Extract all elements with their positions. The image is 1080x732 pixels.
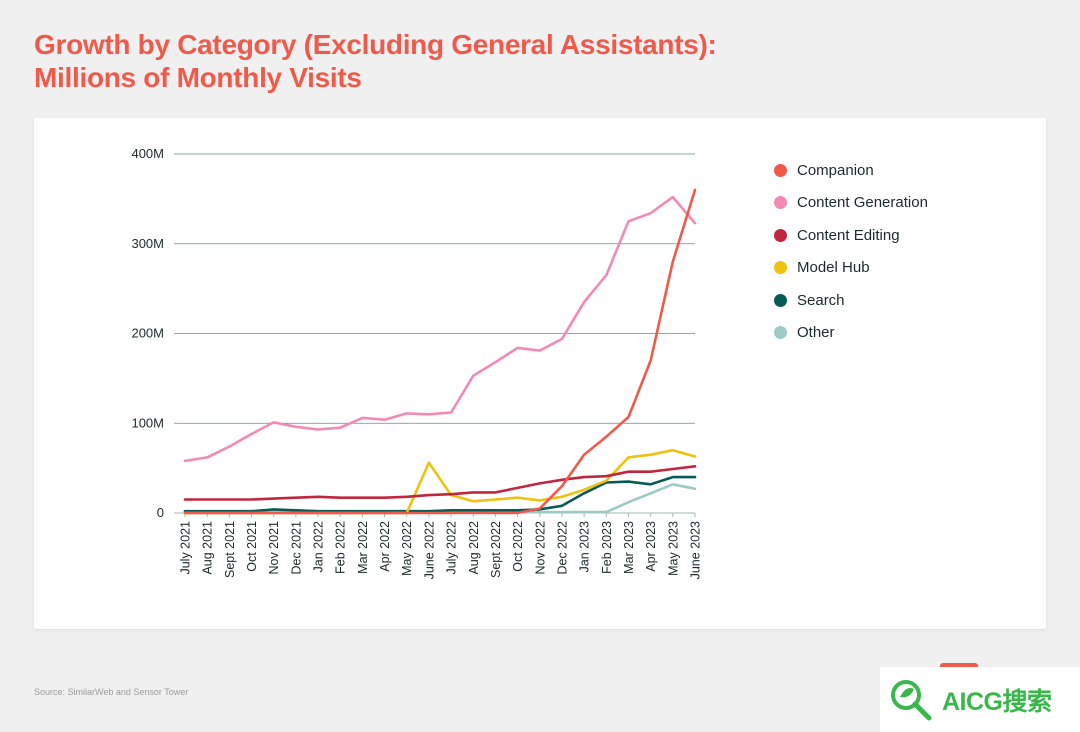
legend-swatch-model-hub	[774, 261, 787, 275]
chart-title: Growth by Category (Excluding General As…	[34, 28, 717, 94]
x-tick-label-feb-2023: Feb 2023	[600, 521, 614, 574]
x-tick-label-dec-2022: Dec 2022	[555, 521, 569, 575]
watermark-text: AICG搜索	[942, 687, 1052, 716]
legend-item-content-editing: Content Editing	[774, 219, 928, 252]
x-tick-label-aug-2021: Aug 2021	[201, 521, 215, 575]
x-tick-label-june-2022: June 2022	[422, 521, 436, 579]
legend-label-content-editing: Content Editing	[797, 226, 900, 244]
x-tick-label-dec-2021: Dec 2021	[289, 521, 303, 575]
y-tick-label-400m: 400M	[131, 146, 164, 161]
line-chart: 0 100M 200M 300M 400M July 2021 Aug 2021 Sept 2…	[131, 146, 703, 579]
legend-item-other: Other	[774, 317, 928, 350]
x-tick-label-jan-2023: Jan 2023	[578, 521, 592, 572]
x-tick-label-july-2021: July 2021	[179, 521, 193, 575]
source-note: Source: SimilarWeb and Sensor Tower	[34, 687, 189, 697]
x-tick-label-mar-2023: Mar 2023	[622, 521, 636, 574]
legend-item-model-hub: Model Hub	[774, 252, 928, 285]
x-tick-label-may-2022: May 2022	[400, 521, 414, 576]
magnifier-leaf-icon	[891, 679, 932, 720]
x-tick-label-july-2022: July 2022	[445, 521, 459, 575]
x-tick-label-oct-2022: Oct 2022	[511, 521, 525, 572]
x-tick-label-nov-2021: Nov 2021	[267, 521, 281, 575]
chart-legend: Companion Content Generation Content Editi…	[774, 154, 928, 349]
x-tick-label-sept-2022: Sept 2022	[489, 521, 503, 578]
series-line-content-generation	[183, 195, 697, 463]
chart-title-line-2: Millions of Monthly Visits	[34, 62, 362, 93]
x-tick-label-apr-2023: Apr 2023	[644, 521, 658, 572]
legend-item-companion: Companion	[774, 154, 928, 187]
x-tick-label-mar-2022: Mar 2022	[356, 521, 370, 574]
x-tick-label-may-2023: May 2023	[666, 521, 680, 576]
legend-swatch-companion	[774, 163, 787, 177]
legend-label-other: Other	[797, 324, 835, 342]
x-tick-label-june-2023: June 2023	[689, 521, 703, 579]
legend-label-companion: Companion	[797, 161, 874, 179]
y-tick-label-100m: 100M	[131, 415, 164, 430]
x-tick-label-nov-2022: Nov 2022	[533, 521, 547, 575]
legend-swatch-other	[774, 326, 787, 340]
legend-swatch-search	[774, 293, 787, 307]
legend-item-search: Search	[774, 284, 928, 317]
x-tick-label-feb-2022: Feb 2022	[334, 521, 348, 574]
x-tick-label-jan-2022: Jan 2022	[312, 521, 326, 572]
legend-label-search: Search	[797, 291, 845, 309]
legend-swatch-content-generation	[774, 196, 787, 210]
legend-item-content-generation: Content Generation	[774, 187, 928, 220]
series-line-companion	[183, 188, 697, 515]
y-tick-label-0: 0	[157, 505, 164, 520]
x-tick-label-apr-2022: Apr 2022	[378, 521, 392, 572]
series-line-content-editing	[183, 464, 697, 501]
series-line-search	[183, 475, 697, 513]
x-tick-label-sept-2021: Sept 2021	[223, 521, 237, 578]
x-tick-label-aug-2022: Aug 2022	[467, 521, 481, 575]
chart-title-line-1: Growth by Category (Excluding General As…	[34, 29, 717, 60]
legend-label-content-generation: Content Generation	[797, 194, 928, 212]
y-tick-label-300m: 300M	[131, 236, 164, 251]
y-tick-label-200m: 200M	[131, 326, 164, 341]
chart-card: 0 100M 200M 300M 400M July 2021 Aug 2021 Sept 2…	[34, 118, 1046, 629]
watermark: AICG搜索	[880, 667, 1080, 732]
legend-swatch-content-editing	[774, 228, 787, 242]
x-tick-label-oct-2021: Oct 2021	[245, 521, 259, 572]
legend-label-model-hub: Model Hub	[797, 259, 870, 277]
